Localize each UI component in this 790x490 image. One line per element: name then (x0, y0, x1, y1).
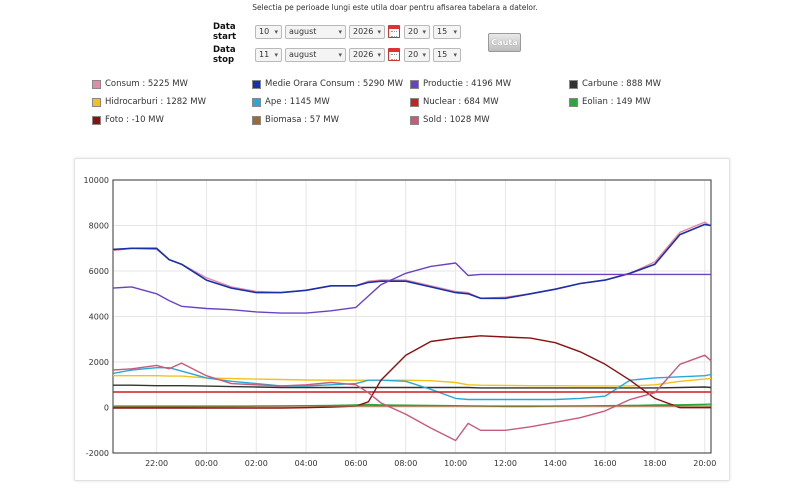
x-tick-label: 16:00 (594, 459, 617, 468)
chevron-down-icon: ▾ (453, 50, 457, 59)
y-tick-label: 6000 (89, 267, 109, 276)
start-label: Data start (213, 21, 237, 42)
x-tick-label: 06:00 (344, 459, 367, 468)
series-line-3 (113, 384, 712, 389)
legend-item-carbune[interactable]: Carbune : 888 MW (569, 79, 661, 89)
legend-swatch (569, 97, 578, 107)
y-tick-label: 4000 (89, 313, 109, 322)
legend-item-consum[interactable]: Consum : 5225 MW (92, 79, 188, 89)
legend-item-hidrocarburi[interactable]: Hidrocarburi : 1282 MW (92, 97, 206, 107)
legend-swatch (252, 97, 261, 107)
series-line-8 (113, 335, 711, 409)
x-tick-label: 20:00 (693, 459, 716, 468)
legend-swatch (92, 97, 101, 107)
start-day-select[interactable]: 10 ▾ (255, 24, 282, 39)
start-hour-select[interactable]: 20 ▾ (404, 24, 430, 39)
stop-hour-select[interactable]: 20 ▾ (404, 47, 430, 62)
x-tick-label: 12:00 (494, 459, 517, 468)
chevron-down-icon: ▾ (422, 27, 426, 36)
series-line-5 (112, 366, 712, 401)
legend-swatch (410, 79, 419, 89)
legend-swatch (252, 79, 261, 89)
plot-area-border (112, 179, 712, 454)
y-tick-label: 2000 (89, 358, 109, 367)
legend-swatch (252, 115, 261, 125)
legend-item-ape[interactable]: Ape : 1145 MW (252, 97, 330, 107)
y-tick-label: 8000 (89, 222, 109, 231)
calendar-icon[interactable] (388, 25, 400, 38)
series-line-10 (112, 354, 712, 442)
legend-swatch (92, 115, 101, 125)
chevron-down-icon: ▾ (338, 27, 342, 36)
x-tick-label: 22:00 (145, 459, 168, 468)
chart-panel: 10000 8000 6000 4000 2000 0 -2000 22:00 00:00 02:… (74, 158, 730, 481)
legend-swatch (410, 97, 419, 107)
series-line-2 (112, 262, 711, 314)
legend-swatch (410, 115, 419, 125)
legend-item-sold[interactable]: Sold : 1028 MW (410, 115, 490, 125)
legend-swatch (92, 79, 101, 89)
x-tick-label: 08:00 (394, 459, 417, 468)
chevron-down-icon: ▾ (422, 50, 426, 59)
stop-day-select[interactable]: 11 ▾ (255, 47, 282, 62)
start-date-row: Data start 10 ▾ august ▾ 2026 ▾ 20 ▾ 15 ▾ (213, 21, 464, 42)
notice-text: Selectia pe perioade lungi este utila do… (252, 3, 538, 12)
chevron-down-icon: ▾ (274, 27, 278, 36)
line-chart: 10000 8000 6000 4000 2000 0 -2000 22:00 00:00 02:… (84, 176, 717, 468)
legend-item-foto[interactable]: Foto : -10 MW (92, 115, 164, 125)
x-tick-label: 04:00 (295, 459, 318, 468)
stop-label: Data stop (213, 44, 236, 65)
y-tick-label: 10000 (84, 176, 109, 185)
chevron-down-icon: ▾ (338, 50, 342, 59)
start-minute-select[interactable]: 15 ▾ (433, 24, 461, 39)
series-line-1 (112, 223, 712, 300)
legend-item-productie[interactable]: Productie : 4196 MW (410, 79, 511, 89)
stop-year-select[interactable]: 2026 ▾ (349, 47, 385, 62)
chevron-down-icon: ▾ (274, 50, 278, 59)
chevron-down-icon: ▾ (377, 27, 381, 36)
calendar-icon[interactable] (388, 48, 400, 61)
x-tick-label: 00:00 (195, 459, 218, 468)
x-tick-label: 02:00 (245, 459, 268, 468)
legend-item-nuclear[interactable]: Nuclear : 684 MW (410, 97, 499, 107)
stop-minute-select[interactable]: 15 ▾ (433, 47, 461, 62)
start-year-select[interactable]: 2026 ▾ (349, 24, 385, 39)
chevron-down-icon: ▾ (377, 50, 381, 59)
x-tick-label: 14:00 (544, 459, 567, 468)
series-line-0 (112, 221, 712, 300)
search-button[interactable]: Cauta (488, 33, 521, 52)
x-tick-label: 10:00 (444, 459, 467, 468)
x-tick-label: 18:00 (643, 459, 666, 468)
chevron-down-icon: ▾ (453, 27, 457, 36)
stop-month-select[interactable]: august ▾ (285, 47, 346, 62)
y-tick-label: 0 (104, 404, 109, 413)
y-tick-label: -2000 (86, 449, 109, 458)
legend-item-biomasa[interactable]: Biomasa : 57 MW (252, 115, 339, 125)
legend-item-medie-orara-consum[interactable]: Medie Orara Consum : 5290 MW (252, 79, 403, 89)
start-month-select[interactable]: august ▾ (285, 24, 346, 39)
stop-date-row: Data stop 11 ▾ august ▾ 2026 ▾ 20 ▾ 15 ▾ (213, 44, 464, 65)
series-line-4 (113, 374, 712, 387)
legend-item-eolian[interactable]: Eolian : 149 MW (569, 97, 651, 107)
legend-swatch (569, 79, 578, 89)
